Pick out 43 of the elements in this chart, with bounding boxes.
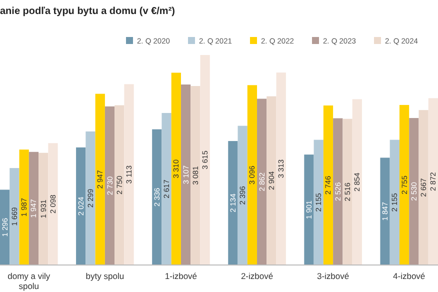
bar <box>228 141 238 265</box>
bar <box>114 105 124 265</box>
bar <box>200 55 210 265</box>
bar <box>380 158 390 265</box>
x-tick-label: byty spolu <box>86 271 124 281</box>
bar <box>418 110 428 265</box>
bar <box>428 98 438 265</box>
bar <box>190 86 200 265</box>
bar <box>257 98 267 265</box>
bar <box>352 99 362 265</box>
bar <box>266 96 276 265</box>
bar <box>48 143 58 265</box>
x-tick-label: domy a vily spolu <box>8 271 51 291</box>
bar <box>390 140 400 265</box>
bar <box>314 140 324 265</box>
x-tick-label: 1-izbové <box>164 271 198 281</box>
bar <box>10 168 20 265</box>
bar <box>95 94 105 265</box>
bar <box>409 118 419 265</box>
bar <box>28 152 39 265</box>
bar <box>19 150 29 265</box>
bar <box>247 85 258 265</box>
bar <box>38 152 48 265</box>
bar <box>333 118 343 265</box>
bar <box>124 84 134 265</box>
bar <box>180 84 191 265</box>
bar <box>104 106 115 265</box>
bar <box>86 131 96 265</box>
bar <box>323 105 334 265</box>
bar <box>171 72 181 265</box>
bar <box>399 104 410 265</box>
bar <box>76 147 86 265</box>
chart-title: anie podľa typu bytu a domu (v €/m²) <box>0 6 175 17</box>
x-tick-label: 3-izbové <box>316 271 350 281</box>
bar <box>342 118 352 265</box>
bar <box>238 126 248 265</box>
x-tick-label: 4-izbové <box>393 271 426 281</box>
bar <box>276 72 286 265</box>
bar <box>304 154 314 265</box>
bar <box>152 129 162 265</box>
x-tick-label: 2-izbové <box>240 271 274 281</box>
bar <box>162 112 172 265</box>
bar <box>0 190 10 265</box>
